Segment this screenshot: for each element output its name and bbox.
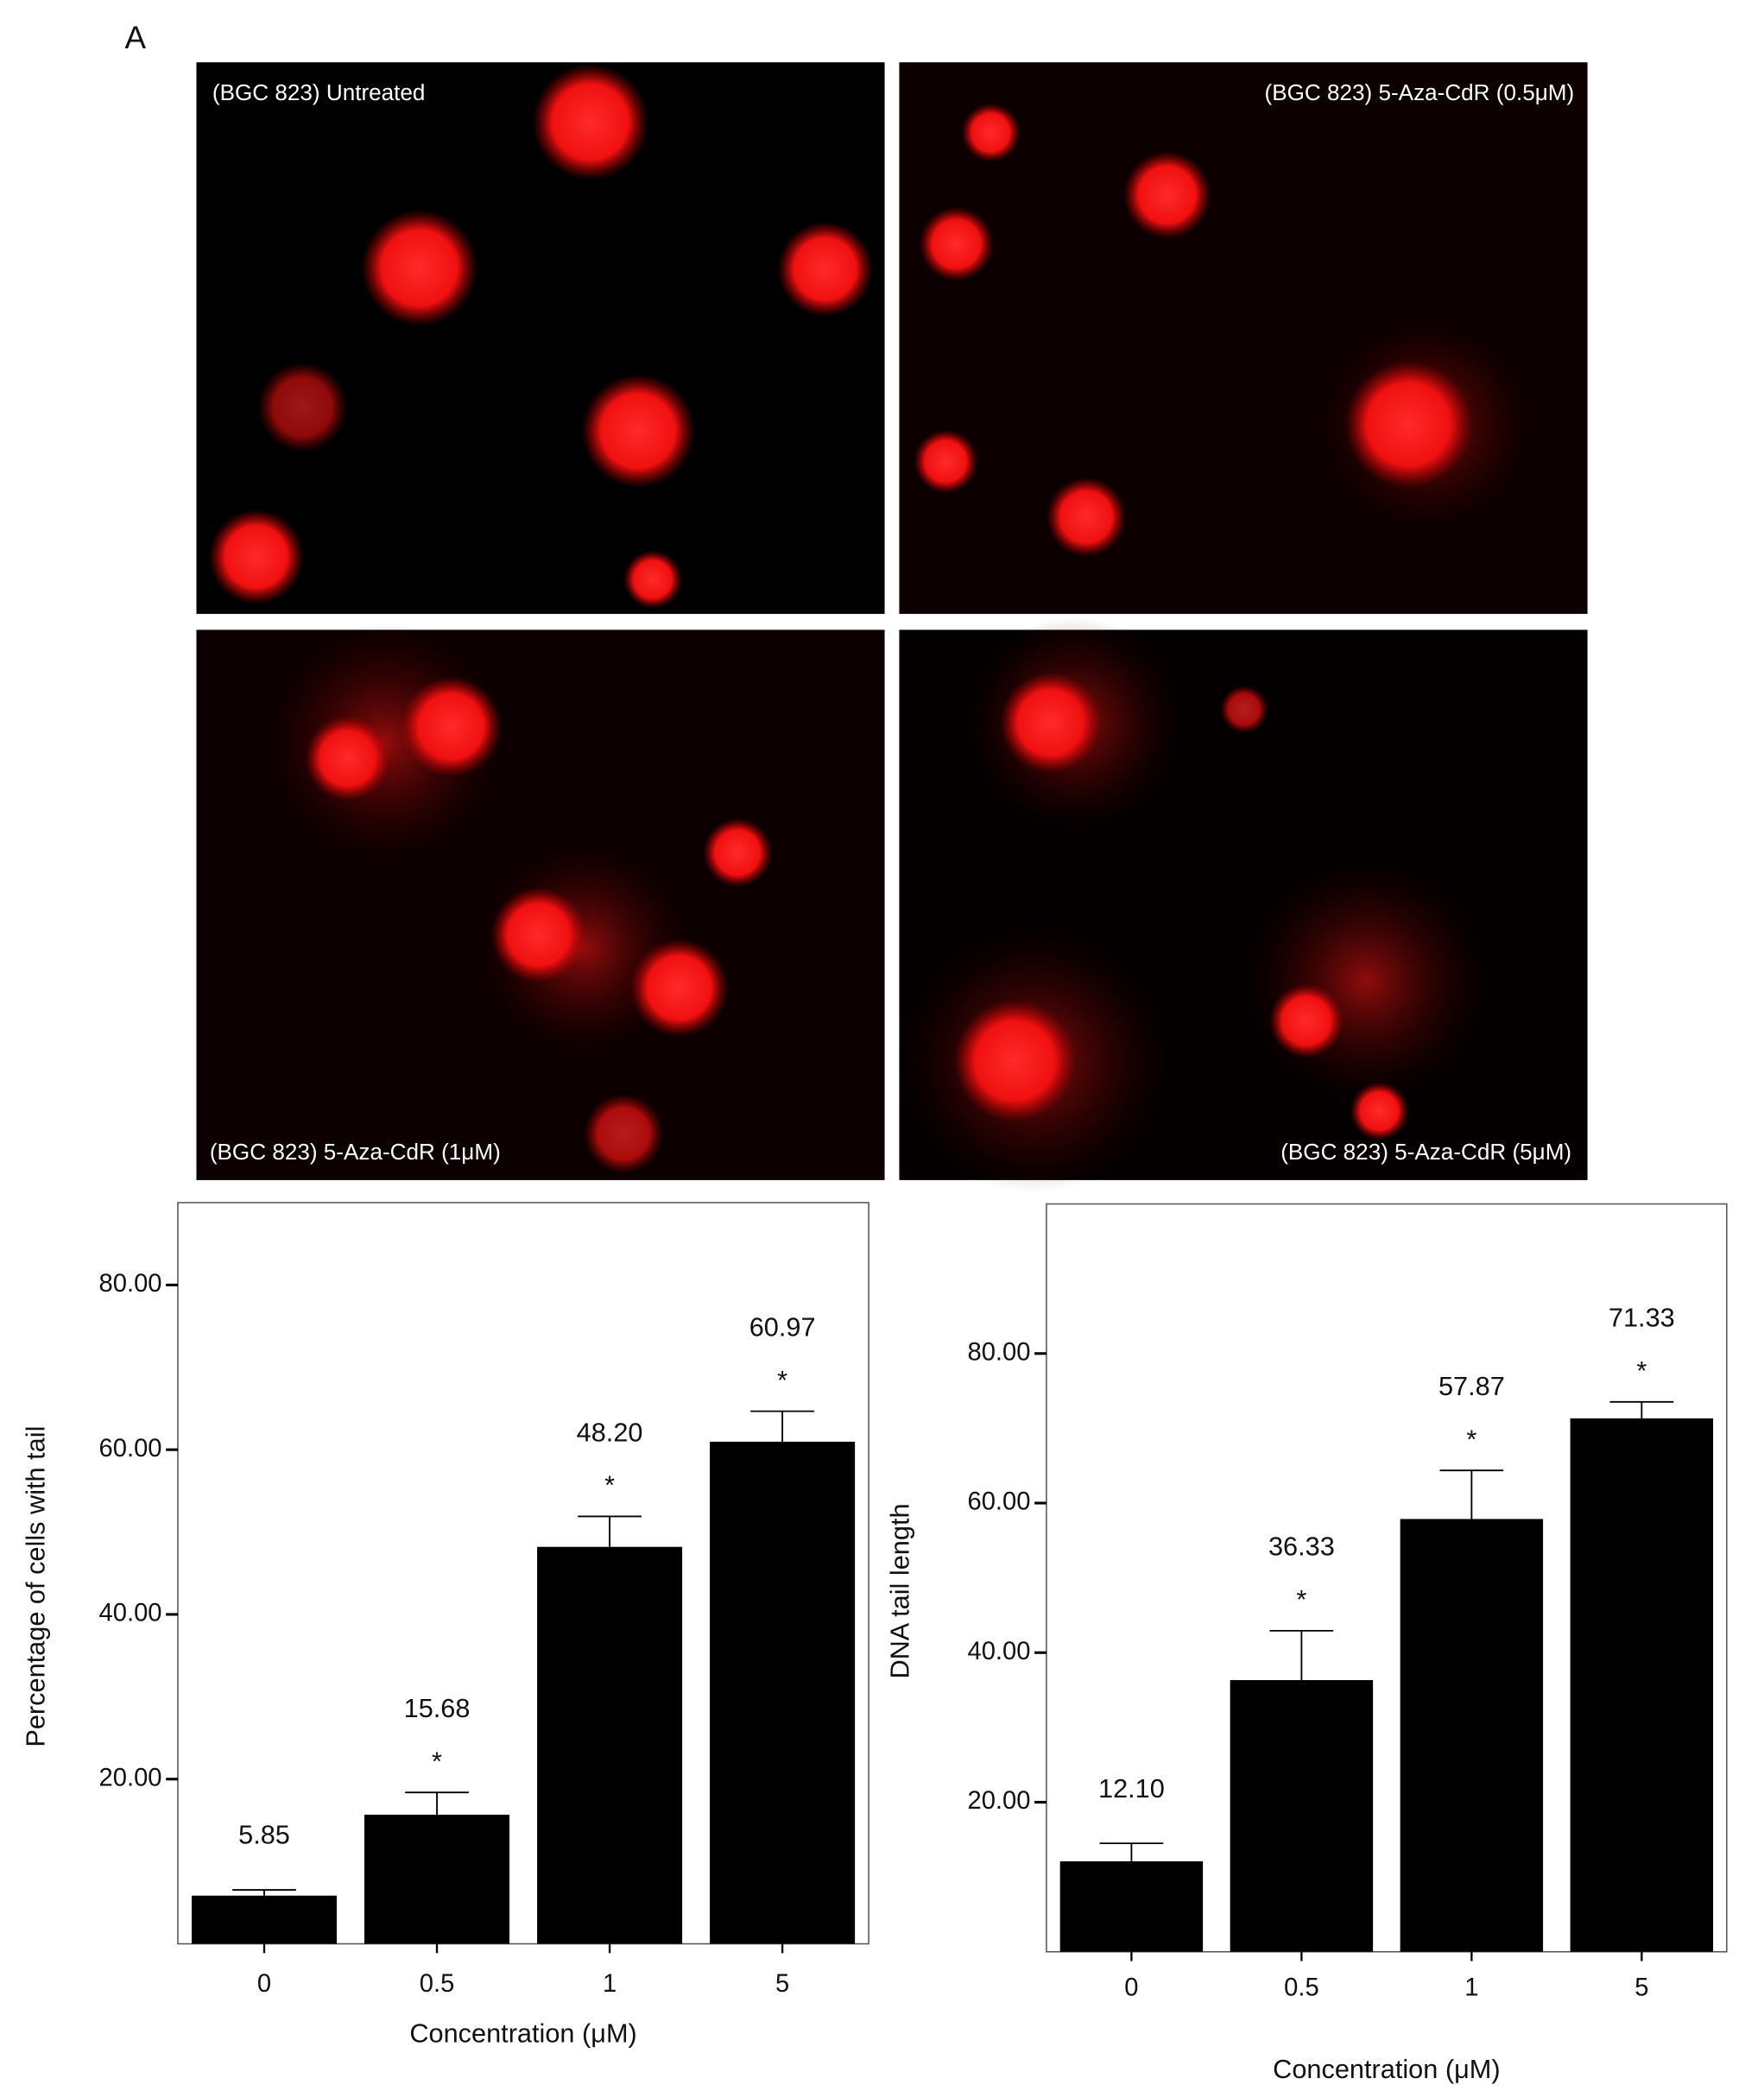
bar [710, 1441, 856, 1944]
x-tick-label: 5 [1634, 1974, 1648, 2001]
bar [1400, 1519, 1544, 1952]
panel-label: A [125, 20, 147, 55]
micrograph: (BGC 823) 5-Aza-CdR (5μM) [899, 616, 1588, 1194]
x-tick-label: 5 [775, 1970, 789, 1998]
bar [537, 1546, 683, 1944]
y-tick-label: 80.00 [99, 1270, 162, 1298]
data-label: 15.68 [404, 1693, 471, 1723]
significance-mark: * [1296, 1584, 1306, 1614]
image-caption: (BGC 823) Untreated [212, 79, 426, 105]
plot-frame [1046, 1203, 1728, 1953]
image-caption: (BGC 823) 5-Aza-CdR (5μM) [1280, 1139, 1571, 1165]
y-tick-label: 40.00 [99, 1600, 162, 1627]
micrograph: (BGC 823) Untreated [196, 62, 885, 615]
bar [364, 1814, 510, 1944]
bar [1059, 1860, 1204, 1952]
x-tick-label: 0.5 [420, 1970, 455, 1998]
y-tick-label: 60.00 [99, 1435, 162, 1462]
x-tick-label: 0 [1124, 1974, 1138, 2001]
image-caption: (BGC 823) 5-Aza-CdR (0.5μM) [1265, 79, 1575, 105]
data-label: 5.85 [238, 1820, 290, 1850]
image-caption: (BGC 823) 5-Aza-CdR (1μM) [210, 1139, 501, 1165]
data-label: 48.20 [577, 1417, 643, 1447]
significance-mark: * [1466, 1424, 1476, 1454]
significance-mark: * [432, 1747, 442, 1777]
y-axis-label: Percentage of cells with tail [20, 1426, 50, 1747]
y-tick-label: 60.00 [967, 1488, 1030, 1516]
x-tick-label: 0 [257, 1970, 271, 1998]
data-label: 71.33 [1609, 1303, 1675, 1333]
bar [191, 1895, 338, 1944]
data-label: 57.87 [1438, 1371, 1505, 1401]
significance-mark: * [1636, 1355, 1647, 1386]
data-label: 36.33 [1268, 1532, 1335, 1562]
y-tick-label: 80.00 [967, 1338, 1030, 1366]
micrograph: (BGC 823) 5-Aza-CdR (0.5μM) [899, 62, 1588, 615]
y-tick-label: 40.00 [967, 1638, 1030, 1665]
significance-mark: * [777, 1365, 787, 1395]
plot-frame [177, 1202, 869, 1945]
x-axis-label: Concentration (μM) [409, 2018, 636, 2049]
y-tick-label: 20.00 [967, 1787, 1030, 1815]
y-tick-label: 20.00 [99, 1764, 162, 1791]
significance-mark: * [604, 1470, 615, 1500]
data-label: 60.97 [749, 1312, 816, 1342]
bar [1570, 1418, 1714, 1952]
data-label: 12.10 [1098, 1773, 1165, 1804]
x-tick-label: 1 [1464, 1974, 1478, 2001]
x-tick-label: 0.5 [1284, 1974, 1319, 2001]
x-tick-label: 1 [603, 1970, 616, 1998]
micrograph: (BGC 823) 5-Aza-CdR (1μM) [196, 622, 885, 1180]
y-axis-label: DNA tail length [885, 1503, 915, 1678]
x-axis-label: Concentration (μM) [1273, 2054, 1500, 2084]
bar [1230, 1680, 1374, 1952]
